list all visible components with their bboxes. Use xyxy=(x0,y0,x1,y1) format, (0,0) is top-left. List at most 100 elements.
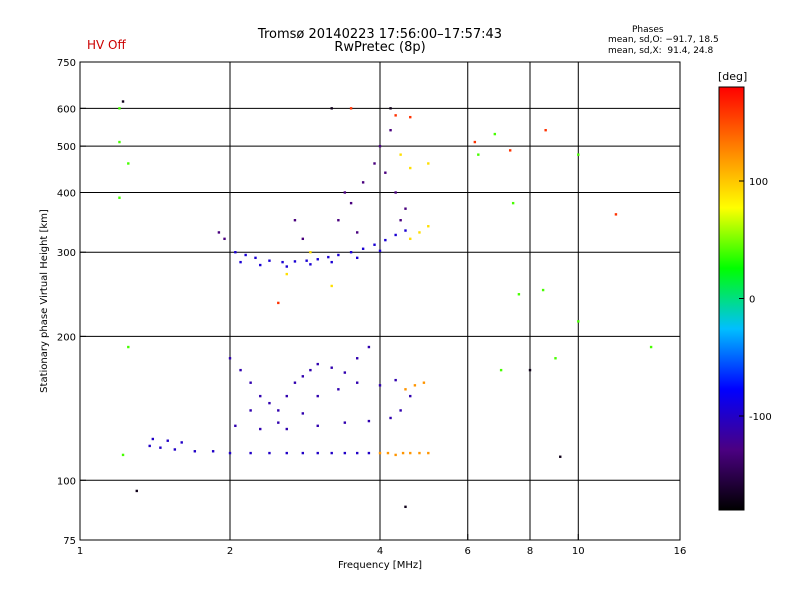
echo-point xyxy=(384,171,387,174)
echo-point xyxy=(554,357,557,360)
echo-point xyxy=(401,451,405,455)
echo-point xyxy=(223,237,226,241)
colorbar-ticks: 100 0 -100 xyxy=(739,177,772,423)
y-tick-label: 100 xyxy=(57,476,76,487)
echo-point xyxy=(301,375,305,378)
phase-stats-o: mean, sd,O: −91.7, 18.5 xyxy=(608,35,719,45)
echo-point xyxy=(378,249,382,253)
echo-point xyxy=(649,345,653,349)
echo-point xyxy=(399,153,402,156)
echo-point xyxy=(301,451,305,455)
echo-point xyxy=(316,362,319,366)
echo-point xyxy=(413,384,417,387)
echo-point xyxy=(159,446,162,449)
y-tick-label: 300 xyxy=(57,248,76,259)
echo-point xyxy=(367,419,371,423)
echo-point xyxy=(173,448,177,451)
echo-point xyxy=(330,107,333,110)
echo-point xyxy=(268,401,271,405)
echo-point xyxy=(394,378,397,382)
echo-point xyxy=(121,100,125,103)
echo-point xyxy=(409,237,412,241)
echo-point xyxy=(228,451,232,455)
echo-point xyxy=(316,394,319,398)
echo-point xyxy=(268,451,271,455)
echo-point xyxy=(361,181,365,184)
echo-point xyxy=(135,489,138,493)
echo-point xyxy=(337,253,340,257)
x-tick-label: 1 xyxy=(77,546,83,557)
echo-point xyxy=(118,196,121,199)
echo-point xyxy=(330,451,333,455)
echo-point xyxy=(614,213,618,216)
x-tick-label: 10 xyxy=(572,546,585,557)
echo-point xyxy=(239,260,242,264)
echo-point xyxy=(118,140,121,144)
x-axis-label: Frequency [MHz] xyxy=(338,560,422,571)
echo-point xyxy=(577,320,580,323)
echo-point xyxy=(244,253,247,257)
echo-point xyxy=(355,357,359,360)
echo-point xyxy=(277,301,280,305)
chart-title: Tromsø 20140223 17:56:00–17:57:43 xyxy=(257,27,503,42)
echo-point xyxy=(249,381,252,384)
echo-point xyxy=(409,394,412,398)
echo-point xyxy=(121,453,125,457)
echo-point xyxy=(355,451,359,455)
echo-point xyxy=(127,345,130,349)
echo-point xyxy=(151,437,155,441)
echo-point xyxy=(508,149,512,152)
scatter-points xyxy=(118,100,653,509)
x-tick-label: 2 xyxy=(227,546,233,557)
echo-point xyxy=(285,427,288,431)
echo-point xyxy=(394,233,397,237)
echo-point xyxy=(418,451,421,455)
echo-point xyxy=(249,451,252,455)
y-tick-label: 600 xyxy=(57,104,76,115)
echo-point xyxy=(316,258,319,261)
y-axis-ticks: 75 100 200 300 400 500 600 750 xyxy=(57,58,86,547)
echo-point xyxy=(577,153,580,156)
echo-point xyxy=(239,368,242,372)
echo-point xyxy=(316,424,319,428)
echo-point xyxy=(389,107,392,110)
echo-point xyxy=(367,345,371,349)
chart-subtitle: RwPretec (8p) xyxy=(334,40,426,55)
echo-point xyxy=(499,368,503,372)
echo-point xyxy=(309,251,312,254)
echo-point xyxy=(337,388,340,391)
echo-point xyxy=(281,260,284,264)
echo-point xyxy=(394,453,397,457)
echo-point xyxy=(427,451,430,455)
echo-point xyxy=(305,259,308,262)
echo-point xyxy=(259,263,262,267)
echo-point xyxy=(309,368,312,372)
echo-point xyxy=(427,225,430,228)
echo-point xyxy=(293,219,297,222)
echo-point xyxy=(384,238,387,242)
echo-point xyxy=(343,421,347,424)
echo-point xyxy=(399,219,402,222)
colorbar-tick-label: 100 xyxy=(749,177,768,188)
echo-point xyxy=(404,505,407,509)
echo-point xyxy=(422,381,426,384)
echo-point xyxy=(355,256,359,260)
echo-point xyxy=(127,162,130,165)
echo-point xyxy=(361,247,365,250)
phase-stats-x: mean, sd,X: 91.4, 24.8 xyxy=(608,46,714,56)
echo-point xyxy=(367,451,371,455)
echo-point xyxy=(378,144,382,148)
echo-point xyxy=(349,251,353,254)
echo-point xyxy=(473,140,477,144)
echo-point xyxy=(330,366,333,369)
echo-point xyxy=(528,368,532,372)
echo-point xyxy=(301,237,305,241)
echo-point xyxy=(404,229,407,232)
echo-point xyxy=(343,191,347,194)
echo-point xyxy=(249,409,252,412)
y-tick-label: 400 xyxy=(57,188,76,199)
echo-point xyxy=(399,409,402,412)
echo-point xyxy=(180,441,183,444)
echo-point xyxy=(211,450,215,453)
